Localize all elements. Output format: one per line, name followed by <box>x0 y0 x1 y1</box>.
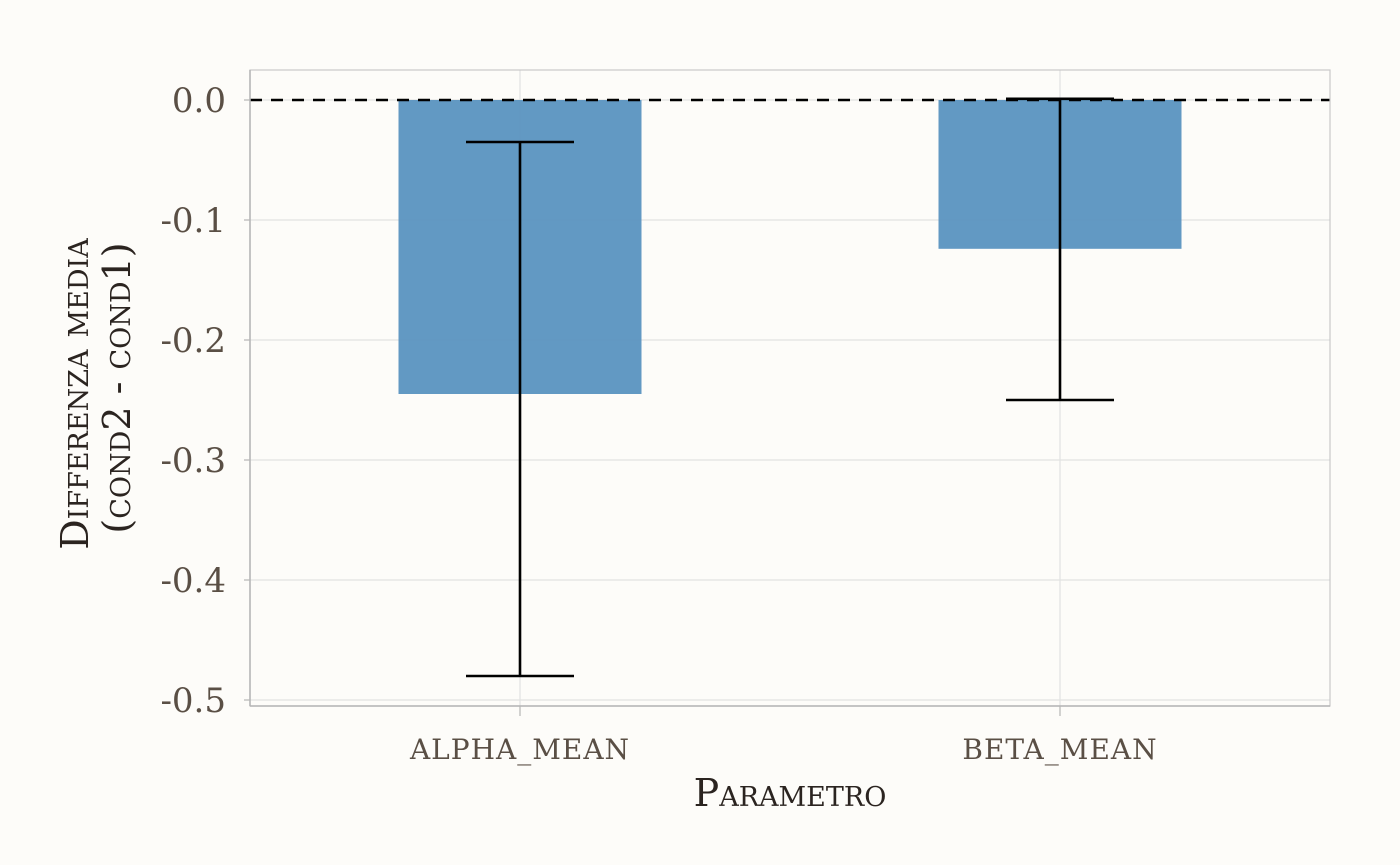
axes: 0.0 -0.1 -0.2 -0.3 -0.4 -0.5 ALPHA_MEAN BETA_ME… <box>160 69 1331 766</box>
x-tick-label: ALPHA_MEAN <box>409 733 630 766</box>
y-tick-label: -0.1 <box>160 201 226 241</box>
y-tick-label: -0.2 <box>160 321 226 361</box>
labels: Differenza media (cond2 - cond1) Paramet… <box>53 226 887 815</box>
y-tick-label: -0.3 <box>160 441 226 481</box>
y-tick-label: -0.5 <box>160 681 226 721</box>
y-axis-title-line-2: (cond2 - cond1) <box>95 242 139 533</box>
error-bars <box>466 97 1114 678</box>
y-axis-title: Differenza media (cond2 - cond1) <box>53 226 139 550</box>
y-tick-label: -0.4 <box>160 561 226 601</box>
x-axis-title: Parametro <box>694 771 887 815</box>
x-tick-label: BETA_MEAN <box>962 733 1157 766</box>
y-tick-label: 0.0 <box>172 81 226 121</box>
y-axis-title-line-1: Differenza media <box>53 238 97 550</box>
